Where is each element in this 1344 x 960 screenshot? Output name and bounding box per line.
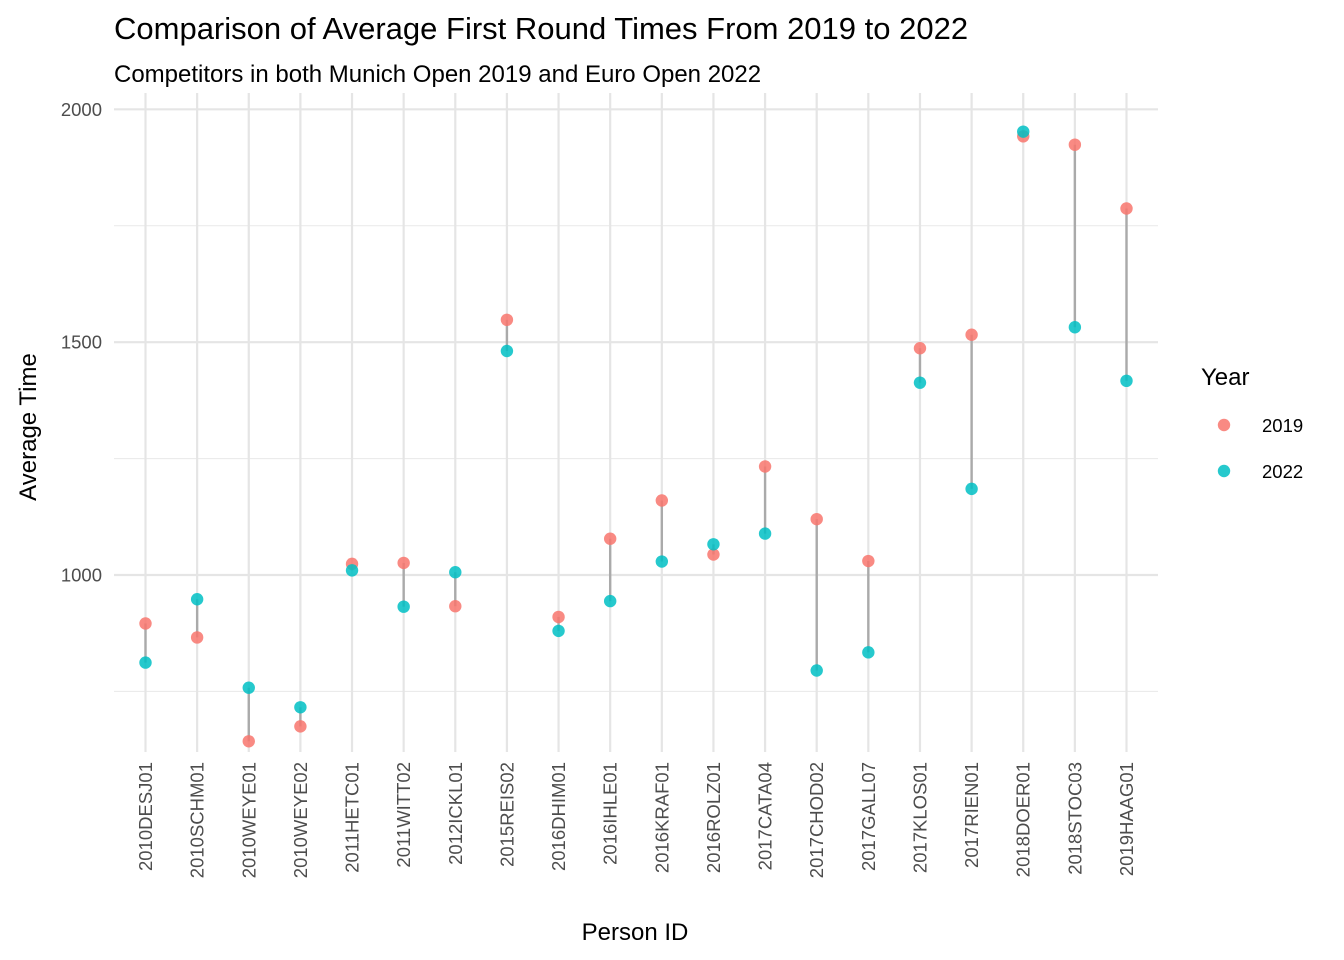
point-2019 [603, 532, 617, 545]
legend-key-2019 [1217, 418, 1231, 432]
point-2022 [552, 624, 565, 638]
point-2022 [707, 538, 720, 551]
point-2019 [965, 328, 978, 341]
legend: Year 2019 2022 [1201, 364, 1303, 482]
point-2019 [242, 735, 255, 748]
x-tick-label: 2016DHIM01 [548, 762, 569, 871]
point-2022 [1068, 321, 1082, 334]
point-2019 [758, 460, 772, 473]
x-tick-label: 2018DOER01 [1013, 762, 1034, 877]
point-2022 [758, 527, 772, 540]
segments [144, 131, 1128, 742]
point-2019 [655, 494, 669, 507]
point-2019 [397, 556, 410, 570]
chart-subtitle: Competitors in both Munich Open 2019 and… [114, 61, 761, 88]
point-2022 [603, 594, 617, 608]
point-2022 [294, 701, 307, 714]
x-tick-label: 2019HAAG01 [1116, 762, 1137, 876]
point-2022 [449, 566, 462, 579]
x-tick-label: 2017GALL07 [858, 762, 879, 871]
x-tick-label: 2016KRAF01 [651, 762, 672, 873]
x-tick-label: 2012ICKL01 [445, 762, 466, 865]
x-tick-label: 2010WEYE01 [238, 762, 259, 878]
y-axis-title: Average Time [15, 353, 42, 501]
point-2019 [707, 548, 720, 561]
x-tick-label: 2010SCHM01 [187, 762, 208, 878]
x-tick-label: 2015REIS02 [496, 762, 517, 867]
legend-label-2019: 2019 [1262, 415, 1303, 436]
point-2022 [862, 646, 875, 659]
x-tick-label: 2016IHLE01 [600, 762, 621, 865]
x-tick-label: 2017CHOD02 [806, 762, 827, 878]
y-axis-ticks: 1000 1500 2000 [61, 99, 102, 586]
x-tick-label: 2011HETC01 [342, 762, 363, 873]
point-2019 [1068, 138, 1082, 151]
point-2019 [552, 610, 565, 624]
point-2022 [965, 482, 978, 496]
chart-title: Comparison of Average First Round Times … [114, 11, 968, 46]
point-2019 [913, 342, 927, 355]
point-2019 [190, 631, 204, 644]
legend-title: Year [1201, 364, 1250, 391]
y-tick-label: 2000 [61, 99, 102, 120]
point-2019 [449, 600, 462, 613]
point-2022 [139, 656, 152, 669]
point-2022 [1017, 125, 1030, 138]
x-tick-label: 2011WITT02 [393, 762, 414, 868]
point-2022 [190, 593, 204, 606]
point-2019 [1120, 202, 1133, 215]
y-tick-label: 1500 [61, 332, 102, 353]
point-2022 [397, 600, 410, 613]
legend-key-2022 [1217, 464, 1231, 478]
legend-label-2022: 2022 [1262, 461, 1303, 482]
grid [114, 93, 1158, 752]
x-tick-label: 2017KLOS01 [909, 762, 930, 873]
point-2022 [1120, 374, 1133, 388]
x-tick-label: 2016ROLZ01 [703, 762, 724, 873]
point-2019 [862, 554, 875, 568]
point-2022 [655, 555, 669, 568]
point-2022 [913, 376, 927, 389]
point-2019 [294, 720, 307, 733]
x-tick-label: 2010DESJ01 [135, 762, 156, 871]
x-tick-label: 2018STOC03 [1064, 762, 1085, 875]
point-2022 [500, 344, 514, 358]
point-2019 [500, 313, 514, 327]
point-2022 [345, 564, 359, 577]
x-axis-ticks: 2010DESJ01 2010SCHM01 2010WEYE01 2010WEYE02… [135, 762, 1137, 878]
x-tick-label: 2017CATA04 [755, 762, 776, 870]
point-2022 [810, 664, 823, 677]
points [139, 125, 1133, 748]
point-2022 [242, 681, 255, 694]
x-tick-label: 2017RIEN01 [961, 762, 982, 868]
x-tick-label: 2010WEYE02 [290, 762, 311, 878]
x-axis-title: Person ID [582, 919, 689, 946]
point-2019 [810, 512, 823, 526]
point-2019 [139, 617, 152, 630]
y-tick-label: 1000 [61, 565, 102, 586]
